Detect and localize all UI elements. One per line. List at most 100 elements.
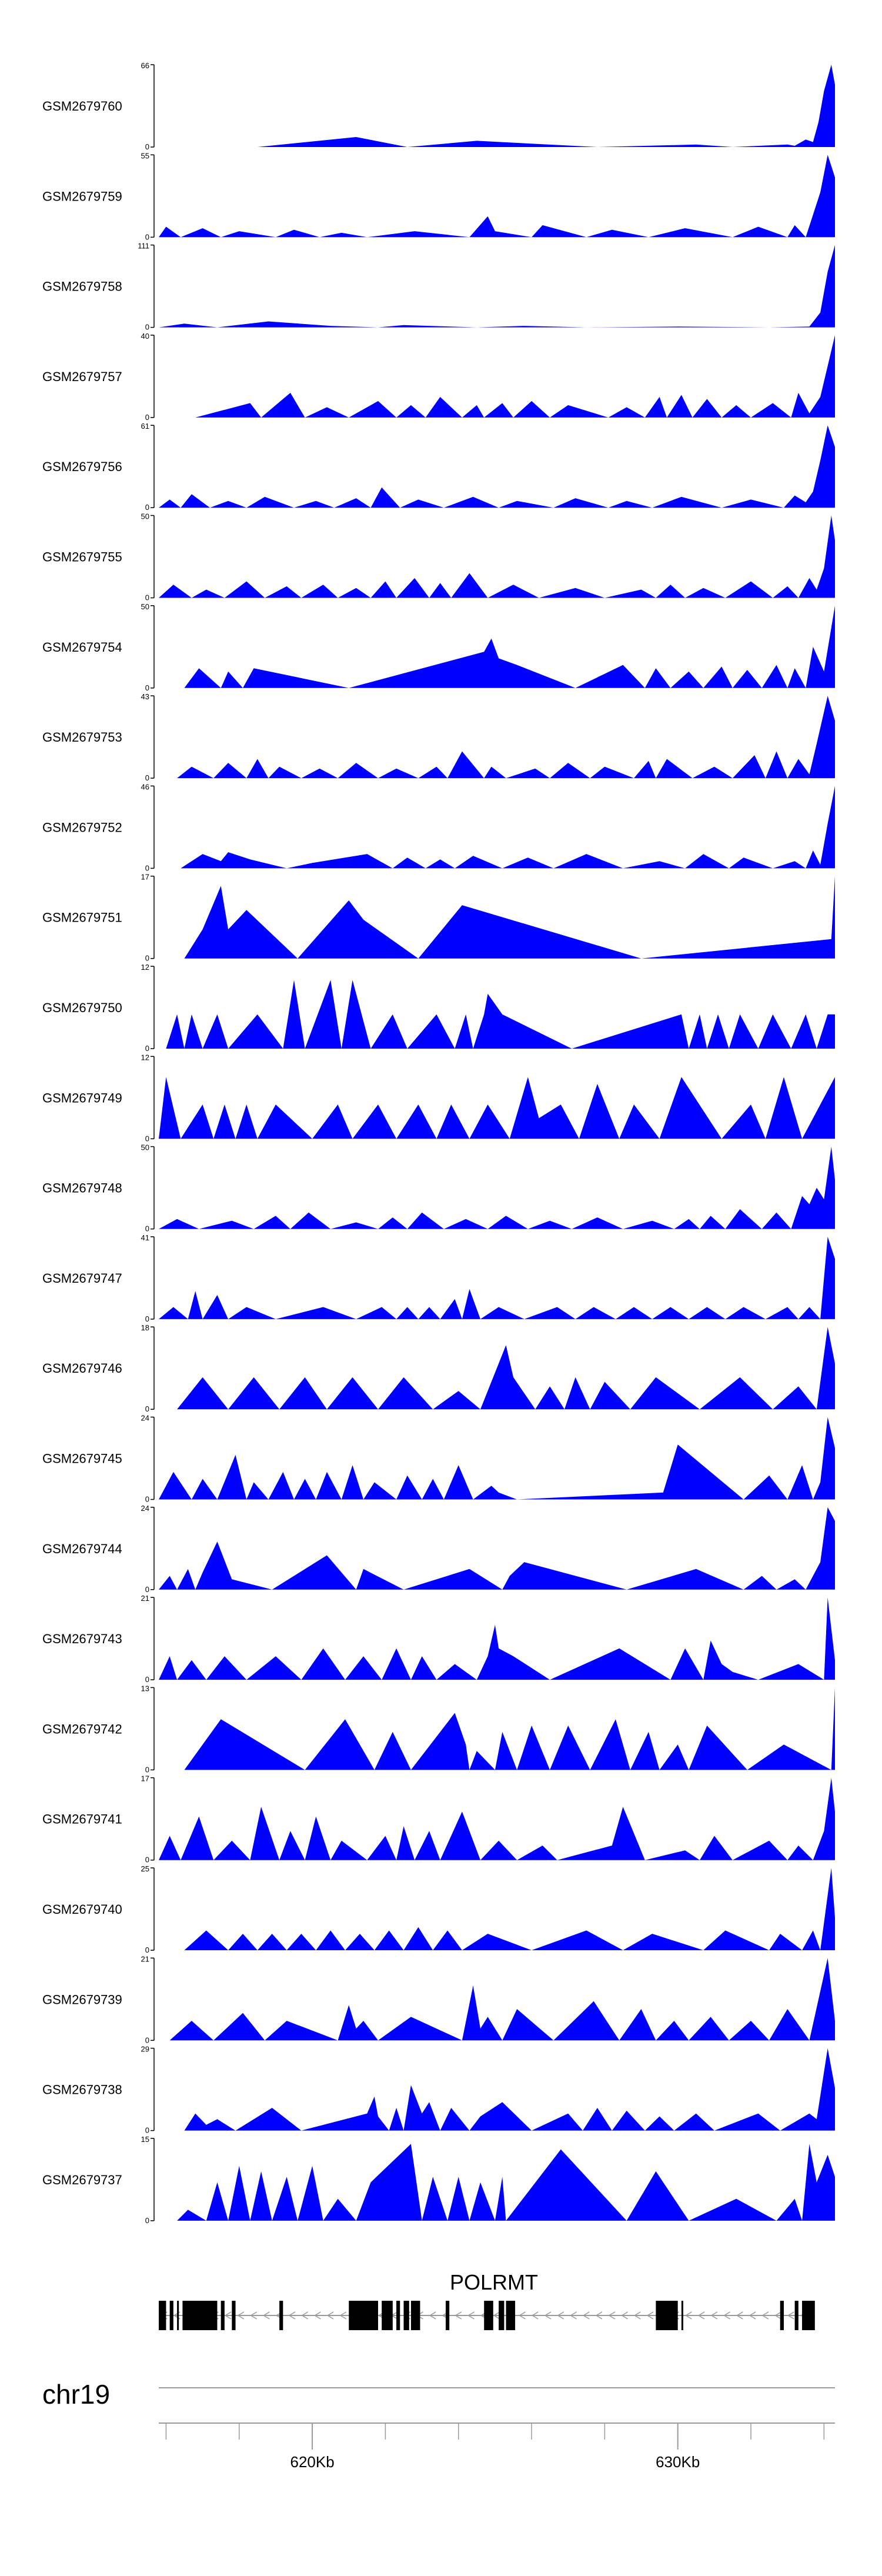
y-tick-label: 0 — [145, 2126, 149, 2135]
track-label: GSM2679739 — [42, 1992, 122, 2007]
strand-arrow-icon — [544, 2311, 552, 2320]
gene-exon — [802, 2301, 815, 2330]
gene-exon — [506, 2301, 516, 2330]
gene-exon — [382, 2301, 393, 2330]
y-tick-label: 24 — [141, 1504, 149, 1513]
gene-exon — [656, 2301, 678, 2330]
strand-arrow-icon — [467, 2311, 475, 2320]
y-tick-label: 17 — [141, 873, 149, 882]
strand-arrow-icon — [288, 2311, 296, 2320]
gene-exon — [159, 2301, 166, 2330]
track-label: GSM2679750 — [42, 1000, 122, 1015]
y-tick-label: 50 — [141, 1143, 149, 1152]
y-tick-label: 0 — [145, 2036, 149, 2044]
track-label: GSM2679741 — [42, 1812, 122, 1827]
strand-arrow-icon — [262, 2311, 270, 2320]
coverage-track: GSM2679759 55 0 — [42, 151, 835, 241]
coverage-track: GSM2679743 21 0 — [42, 1594, 835, 1684]
gene-exon — [681, 2301, 684, 2330]
gene-exon — [445, 2301, 450, 2330]
y-tick-label: 0 — [145, 954, 149, 963]
y-tick-label: 43 — [141, 692, 149, 701]
strand-arrow-icon — [723, 2311, 731, 2320]
track-label: GSM2679755 — [42, 550, 122, 565]
coverage-track: GSM2679746 18 0 — [42, 1323, 835, 1413]
strand-arrow-icon — [237, 2311, 245, 2320]
coverage-area — [159, 696, 835, 779]
coverage-area — [159, 335, 835, 418]
gene-track: POLRMT — [159, 2270, 815, 2330]
chromosome-ideogram: chr19 — [42, 2379, 835, 2410]
strand-arrow-icon — [250, 2311, 258, 2320]
y-tick-label: 50 — [141, 602, 149, 611]
track-label: GSM2679759 — [42, 189, 122, 203]
strand-arrow-icon — [455, 2311, 462, 2320]
y-tick-label: 111 — [138, 242, 149, 251]
y-tick-label: 40 — [141, 332, 149, 341]
coverage-track: GSM2679740 25 0 — [42, 1864, 835, 1954]
track-label: GSM2679760 — [42, 99, 122, 114]
track-label: GSM2679740 — [42, 1902, 122, 1917]
coverage-track: GSM2679752 46 0 — [42, 782, 835, 872]
strand-arrow-icon — [595, 2311, 603, 2320]
y-tick-label: 17 — [141, 1774, 149, 1783]
strand-arrow-icon — [749, 2311, 756, 2320]
strand-arrow-icon — [608, 2311, 616, 2320]
track-label: GSM2679748 — [42, 1181, 122, 1196]
coverage-track: GSM2679758 111 0 — [42, 242, 835, 332]
strand-arrow-icon — [301, 2311, 309, 2320]
coverage-track: GSM2679749 12 0 — [42, 1053, 835, 1143]
coverage-track: GSM2679745 24 0 — [42, 1414, 835, 1504]
strand-arrow-icon — [326, 2311, 334, 2320]
coverage-area — [159, 1777, 835, 1860]
coverage-area — [159, 980, 835, 1049]
coverage-area — [159, 1958, 835, 2041]
coverage-track: GSM2679738 29 0 — [42, 2045, 835, 2135]
coverage-area — [159, 1077, 835, 1139]
strand-arrow-icon — [787, 2311, 794, 2320]
track-label: GSM2679738 — [42, 2083, 122, 2097]
coverage-area — [159, 786, 835, 869]
y-tick-label: 21 — [141, 1954, 149, 1963]
y-tick-label: 25 — [141, 1864, 149, 1873]
y-tick-label: 12 — [141, 1053, 149, 1062]
coverage-track: GSM2679737 15 0 — [42, 2135, 835, 2225]
gene-exon — [182, 2301, 218, 2330]
coverage-area — [159, 1417, 835, 1500]
gene-exon — [232, 2301, 236, 2330]
y-tick-label: 0 — [145, 503, 149, 512]
track-label: GSM2679737 — [42, 2173, 122, 2187]
coverage-track: GSM2679742 13 0 — [42, 1684, 835, 1774]
y-tick-label: 46 — [141, 782, 149, 791]
coverage-area — [159, 1327, 835, 1410]
y-tick-label: 0 — [145, 1044, 149, 1053]
strand-arrow-icon — [710, 2311, 718, 2320]
y-tick-label: 66 — [141, 61, 149, 70]
gene-exon — [177, 2301, 179, 2330]
coverage-area — [159, 1687, 835, 1770]
y-tick-label: 0 — [145, 863, 149, 872]
coverage-area — [159, 1597, 835, 1680]
coverage-track: GSM2679755 50 0 — [42, 512, 835, 602]
y-tick-label: 0 — [145, 1314, 149, 1323]
coverage-track: GSM2679756 61 0 — [42, 422, 835, 512]
strand-arrow-icon — [697, 2311, 705, 2320]
strand-arrow-icon — [633, 2311, 641, 2320]
strand-arrow-icon — [519, 2311, 526, 2320]
gene-exon — [169, 2301, 173, 2330]
track-label: GSM2679756 — [42, 459, 122, 474]
y-tick-label: 0 — [145, 323, 149, 332]
chromosome-label: chr19 — [42, 2379, 110, 2410]
coverage-track: GSM2679757 40 0 — [42, 332, 835, 422]
track-label: GSM2679751 — [42, 910, 122, 925]
strand-arrow-icon — [339, 2311, 347, 2320]
coverage-track: GSM2679741 17 0 — [42, 1774, 835, 1864]
track-label: GSM2679743 — [42, 1631, 122, 1646]
coverage-track: GSM2679750 12 0 — [42, 963, 835, 1053]
track-label: GSM2679746 — [42, 1361, 122, 1376]
y-tick-label: 15 — [141, 2135, 149, 2144]
y-tick-label: 0 — [145, 1134, 149, 1143]
y-tick-label: 0 — [145, 1946, 149, 1954]
track-label: GSM2679749 — [42, 1090, 122, 1105]
